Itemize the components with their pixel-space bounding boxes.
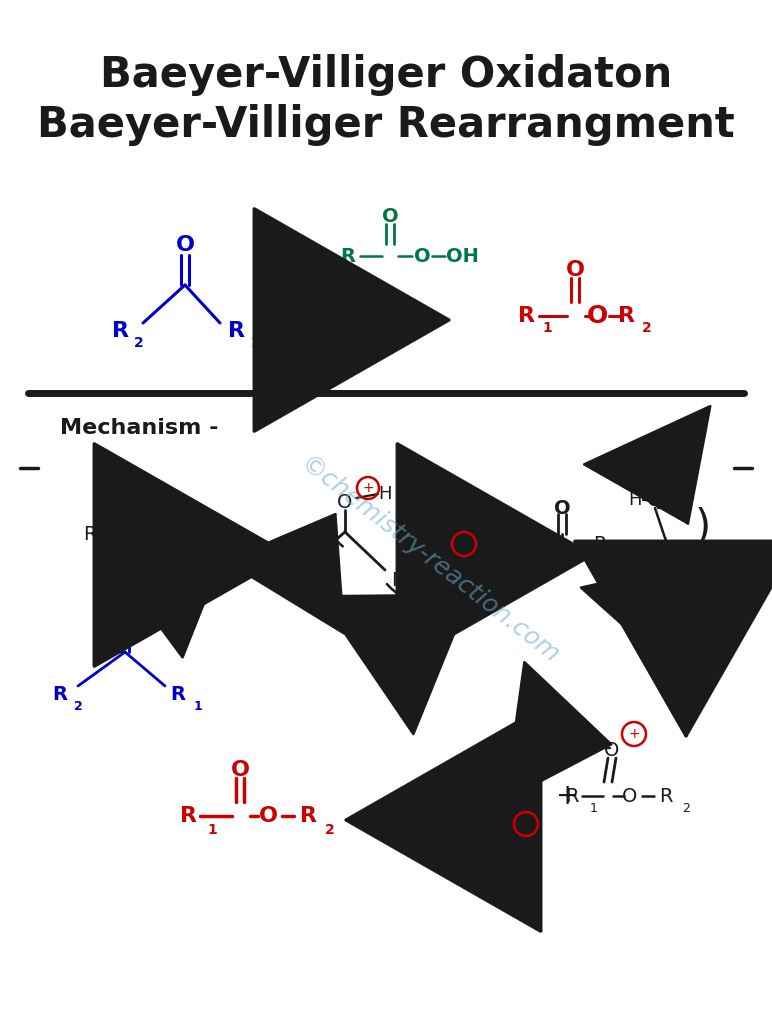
Text: R: R [113, 321, 130, 341]
Text: R: R [300, 806, 317, 826]
Text: 1: 1 [590, 802, 598, 814]
Text: 1: 1 [250, 336, 260, 350]
Text: O: O [554, 499, 571, 517]
Text: R: R [565, 786, 579, 806]
Text: H: H [213, 524, 227, 544]
Text: R: R [442, 786, 455, 806]
Text: R: R [391, 570, 405, 590]
Text: O: O [677, 583, 692, 601]
Text: 1: 1 [194, 699, 202, 713]
Text: R: R [340, 247, 355, 265]
Text: R: R [83, 524, 96, 544]
Text: 2: 2 [642, 321, 652, 335]
Text: +: + [628, 727, 640, 741]
Text: R: R [659, 786, 672, 806]
Text: R: R [180, 806, 197, 826]
Text: OH: OH [445, 247, 479, 265]
Text: R: R [593, 535, 607, 554]
Text: O: O [604, 740, 620, 760]
Text: 2: 2 [73, 699, 83, 713]
Text: O: O [566, 260, 584, 280]
Text: +: + [557, 782, 580, 810]
Text: R: R [622, 541, 636, 559]
Text: 1: 1 [466, 802, 474, 814]
Text: 2: 2 [645, 555, 653, 568]
Text: O: O [381, 208, 398, 226]
Text: Baeyer-Villiger Oxidaton: Baeyer-Villiger Oxidaton [100, 54, 672, 96]
Text: O: O [492, 740, 508, 760]
Text: O: O [657, 629, 673, 647]
Text: O: O [148, 524, 164, 544]
Text: H: H [585, 739, 599, 757]
Text: 1: 1 [207, 823, 217, 837]
Text: 1: 1 [542, 321, 552, 335]
Text: 1: 1 [414, 586, 422, 598]
Text: −: − [520, 817, 532, 831]
Text: O: O [117, 615, 134, 635]
Text: O: O [337, 493, 353, 512]
Text: R: R [686, 541, 699, 559]
Text: 2: 2 [296, 586, 304, 598]
Text: H: H [378, 485, 391, 503]
Text: 2: 2 [325, 823, 335, 837]
Text: Baeyer-Villiger Rearrangment: Baeyer-Villiger Rearrangment [37, 104, 735, 146]
Text: R: R [273, 570, 286, 590]
Text: 2: 2 [682, 802, 690, 814]
Text: R: R [229, 321, 245, 341]
Text: R: R [171, 684, 185, 703]
Text: O: O [414, 247, 430, 265]
Text: O: O [510, 535, 526, 554]
Text: +: + [362, 481, 374, 495]
Text: O: O [647, 490, 662, 510]
Text: O: O [587, 304, 608, 328]
Text: O: O [259, 806, 277, 826]
Text: (: ( [619, 567, 635, 609]
Text: O: O [231, 760, 249, 780]
Text: −: − [459, 537, 470, 551]
Text: O: O [642, 583, 657, 601]
Text: O: O [175, 234, 195, 255]
Text: R: R [519, 306, 536, 326]
Text: ©chemistry-reaction.com: ©chemistry-reaction.com [296, 452, 564, 669]
Text: Mechanism -: Mechanism - [60, 418, 218, 438]
Text: ..: .. [152, 539, 160, 552]
Text: ): ) [695, 507, 711, 549]
Text: +: + [113, 581, 137, 609]
Text: +: + [436, 530, 459, 558]
Text: 1: 1 [709, 555, 717, 568]
Text: 2: 2 [134, 336, 144, 350]
Text: R: R [618, 306, 635, 326]
Text: O: O [518, 786, 533, 806]
Text: O: O [622, 786, 638, 806]
Text: O: O [181, 524, 195, 544]
Text: R: R [52, 684, 67, 703]
Text: O: O [474, 535, 489, 554]
Text: R: R [696, 655, 709, 675]
Text: O: O [117, 485, 134, 505]
Text: H: H [628, 490, 642, 509]
